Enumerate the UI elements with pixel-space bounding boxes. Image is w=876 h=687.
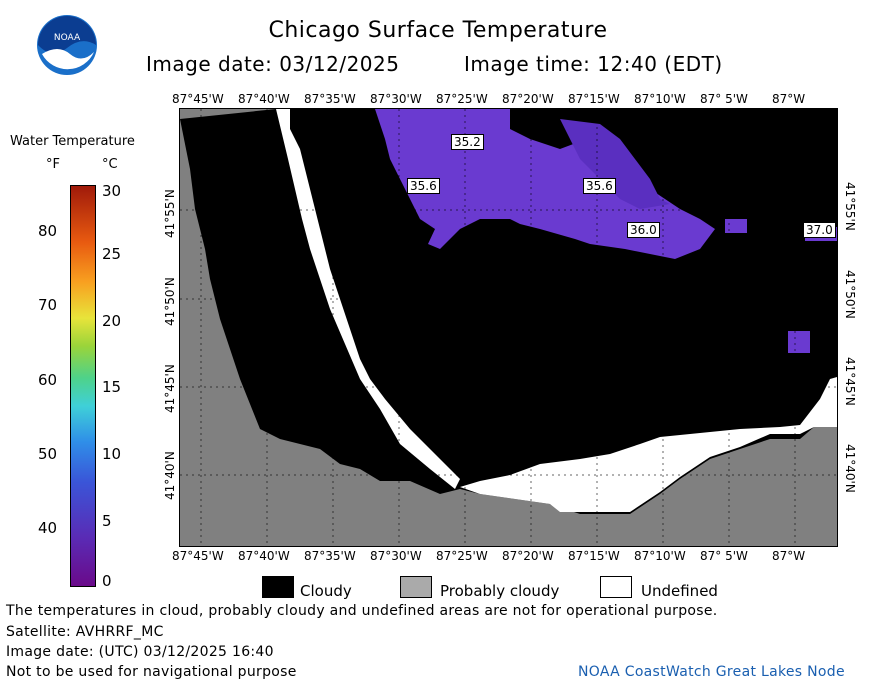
lon-tick-label: 87°35'W <box>304 92 356 106</box>
image-date: Image date: 03/12/2025 <box>146 52 400 76</box>
lon-tick-label: 87°40'W <box>238 549 290 563</box>
legend-unit-f: °F <box>46 157 60 172</box>
utc-date: Image date: (UTC) 03/12/2025 16:40 <box>6 644 274 660</box>
cloudy-label: Cloudy <box>300 582 352 600</box>
map-panel <box>179 108 838 547</box>
lon-tick-label: 87°25'W <box>436 549 488 563</box>
legend-f-label: 70 <box>38 296 58 314</box>
lon-tick-label: 87°10'W <box>634 92 686 106</box>
undefined-area <box>460 377 837 512</box>
undefined-swatch <box>600 576 632 598</box>
legend-c-label: 30 <box>102 182 122 200</box>
warm-water-patch-3 <box>725 219 747 233</box>
lon-tick-label: 87° 5'W <box>700 92 748 106</box>
lat-tick-label: 41°50'N <box>163 277 177 326</box>
warm-water-patch-2 <box>560 119 670 209</box>
lon-tick-label: 87°W <box>772 549 806 563</box>
lat-tick-label: 41°40'N <box>843 444 857 493</box>
legend-f-label: 60 <box>38 371 58 389</box>
lat-tick-label: 41°45'N <box>843 357 857 406</box>
lon-tick-label: 87°45'W <box>172 549 224 563</box>
lon-tick-label: 87°20'W <box>502 92 554 106</box>
chicago-marker <box>298 246 306 254</box>
noaa-logo: NOAA <box>36 14 98 76</box>
lat-tick-label: 41°45'N <box>163 364 177 413</box>
lon-tick-label: 87°35'W <box>304 549 356 563</box>
lat-tick-label: 41°55'N <box>163 189 177 238</box>
legend-c-label: 15 <box>102 378 122 396</box>
legend-c-label: 10 <box>102 445 122 463</box>
legend-f-label: 50 <box>38 445 58 463</box>
satellite: Satellite: AVHRRF_MC <box>6 624 164 640</box>
city-label: Chicago <box>229 254 294 273</box>
legend-c-label: 5 <box>102 512 112 530</box>
disclaimer: The temperatures in cloud, probably clou… <box>6 603 718 619</box>
temp-label: 35.6 <box>583 178 616 194</box>
lon-tick-label: 87°W <box>772 92 806 106</box>
lon-tick-label: 87°20'W <box>502 549 554 563</box>
lon-tick-label: 87°25'W <box>436 92 488 106</box>
temp-label: 35.2 <box>451 134 484 150</box>
lat-tick-label: 41°40'N <box>163 451 177 500</box>
lat-tick-label: 41°55'N <box>843 182 857 231</box>
page-title: Chicago Surface Temperature <box>268 18 608 43</box>
shore-strip <box>276 109 460 489</box>
temp-label: 35.6 <box>407 178 440 194</box>
lon-tick-label: 87°30'W <box>370 549 422 563</box>
nav-warning: Not to be used for navigational purpose <box>6 664 297 680</box>
lon-tick-label: 87°10'W <box>634 549 686 563</box>
legend-c-label: 25 <box>102 245 122 263</box>
legend-f-label: 80 <box>38 222 58 240</box>
color-scale-bar <box>70 185 96 587</box>
legend-title: Water Temperature <box>10 134 135 149</box>
lon-tick-label: 87°45'W <box>172 92 224 106</box>
noaa-logo-text: NOAA <box>54 33 81 43</box>
lon-tick-label: 87°40'W <box>238 92 290 106</box>
lon-tick-label: 87°30'W <box>370 92 422 106</box>
temp-label: 36.0 <box>627 222 660 238</box>
probably-cloudy-swatch <box>400 576 432 598</box>
lon-tick-label: 87°15'W <box>568 549 620 563</box>
temp-label: 37.0 <box>803 222 836 238</box>
credit: NOAA CoastWatch Great Lakes Node <box>578 664 845 680</box>
legend-c-label: 0 <box>102 572 112 590</box>
warm-water-patch-5 <box>788 331 810 353</box>
legend-f-label: 40 <box>38 519 58 537</box>
lon-tick-label: 87° 5'W <box>700 549 748 563</box>
undefined-label: Undefined <box>641 582 718 600</box>
probably-cloudy-label: Probably cloudy <box>440 582 560 600</box>
lon-tick-label: 87°15'W <box>568 92 620 106</box>
lat-tick-label: 41°50'N <box>843 270 857 319</box>
legend-unit-c: °C <box>102 157 118 172</box>
image-time: Image time: 12:40 (EDT) <box>464 52 723 76</box>
map-svg <box>180 109 837 546</box>
legend-c-label: 20 <box>102 312 122 330</box>
cloudy-swatch <box>262 576 294 598</box>
